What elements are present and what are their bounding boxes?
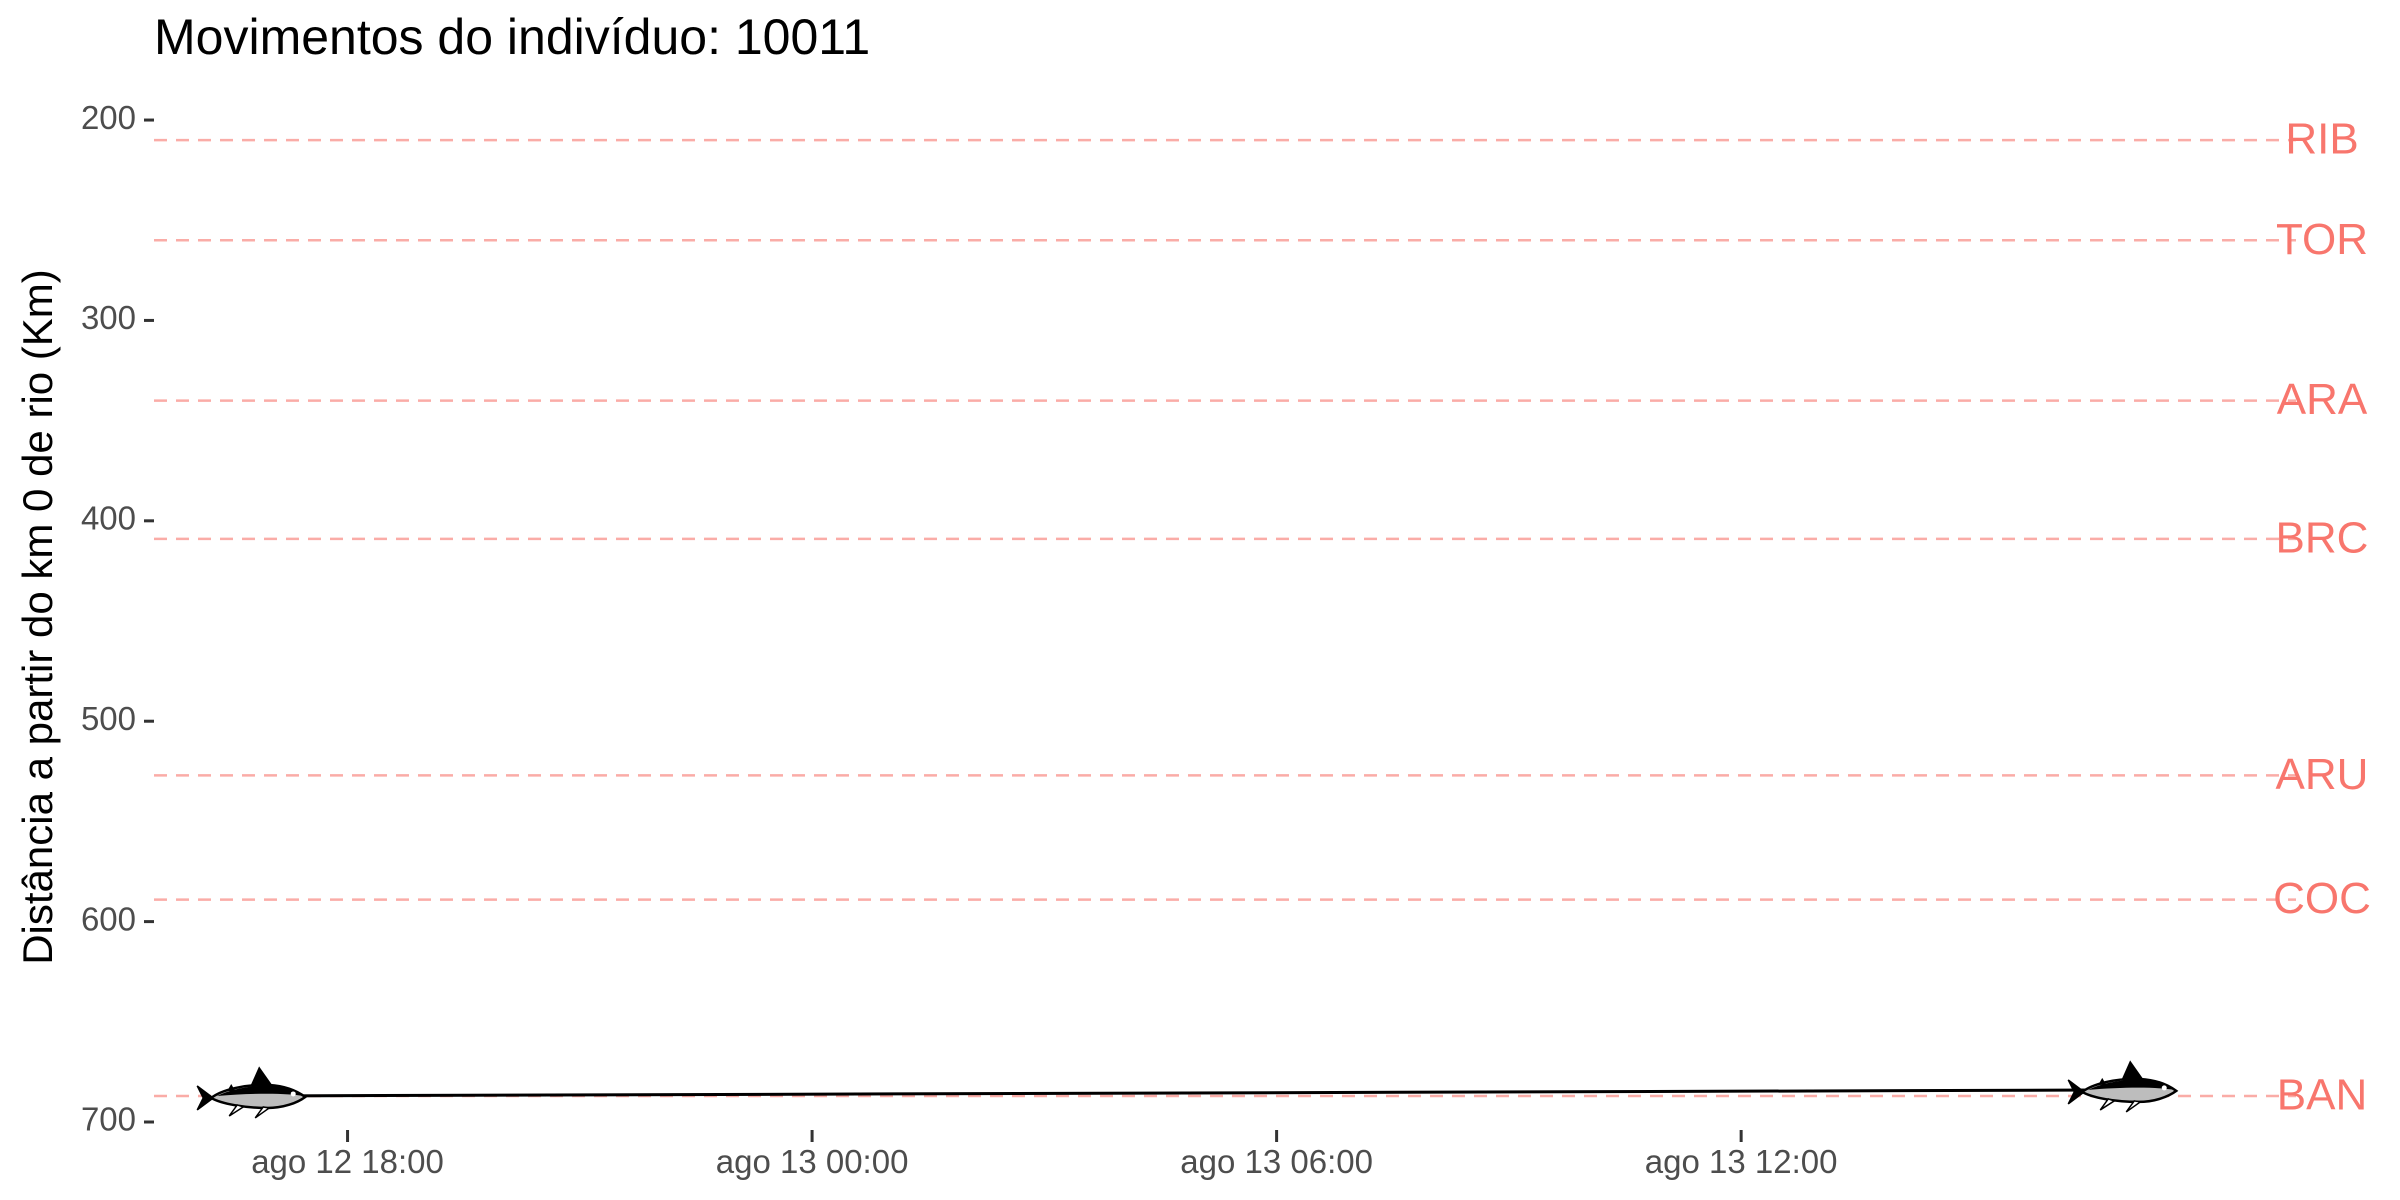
reference-label-ban: BAN (2277, 1071, 2367, 1120)
x-tick-label: ago 13 06:00 (1180, 1143, 1373, 1180)
x-tick-label: ago 13 12:00 (1645, 1143, 1838, 1180)
y-tick-label: 300 (81, 299, 136, 336)
y-tick-label: 600 (81, 900, 136, 937)
y-axis: 200 300 400 500 600 700 (81, 99, 154, 1138)
y-axis-title: Distância a partir do km 0 de rio (Km) (14, 269, 61, 965)
reference-label-rib: RIB (2285, 115, 2358, 164)
reference-label-aru: ARU (2276, 750, 2369, 799)
reference-lines: RIB TOR ARA BRC ARU COC BAN (154, 115, 2371, 1120)
y-tick-label: 200 (81, 99, 136, 136)
y-tick-label: 500 (81, 700, 136, 737)
series-layer (257, 1088, 2129, 1098)
series-line (257, 1088, 2129, 1098)
x-tick-label: ago 13 00:00 (716, 1143, 909, 1180)
y-tick-label: 700 (81, 1101, 136, 1138)
reference-label-tor: TOR (2276, 215, 2368, 264)
x-tick-label: ago 12 18:00 (251, 1143, 444, 1180)
chart-title: Movimentos do indivíduo: 10011 (154, 9, 870, 65)
fish-icon (196, 1066, 308, 1119)
reference-label-brc: BRC (2276, 513, 2369, 562)
markers-layer (196, 1060, 2179, 1119)
fish-icon (2067, 1060, 2179, 1113)
reference-label-coc: COC (2273, 874, 2371, 923)
x-axis: ago 12 18:00 ago 13 00:00 ago 13 06:00 ago … (251, 1130, 1837, 1180)
y-tick-label: 400 (81, 500, 136, 537)
reference-label-ara: ARA (2277, 375, 2368, 424)
